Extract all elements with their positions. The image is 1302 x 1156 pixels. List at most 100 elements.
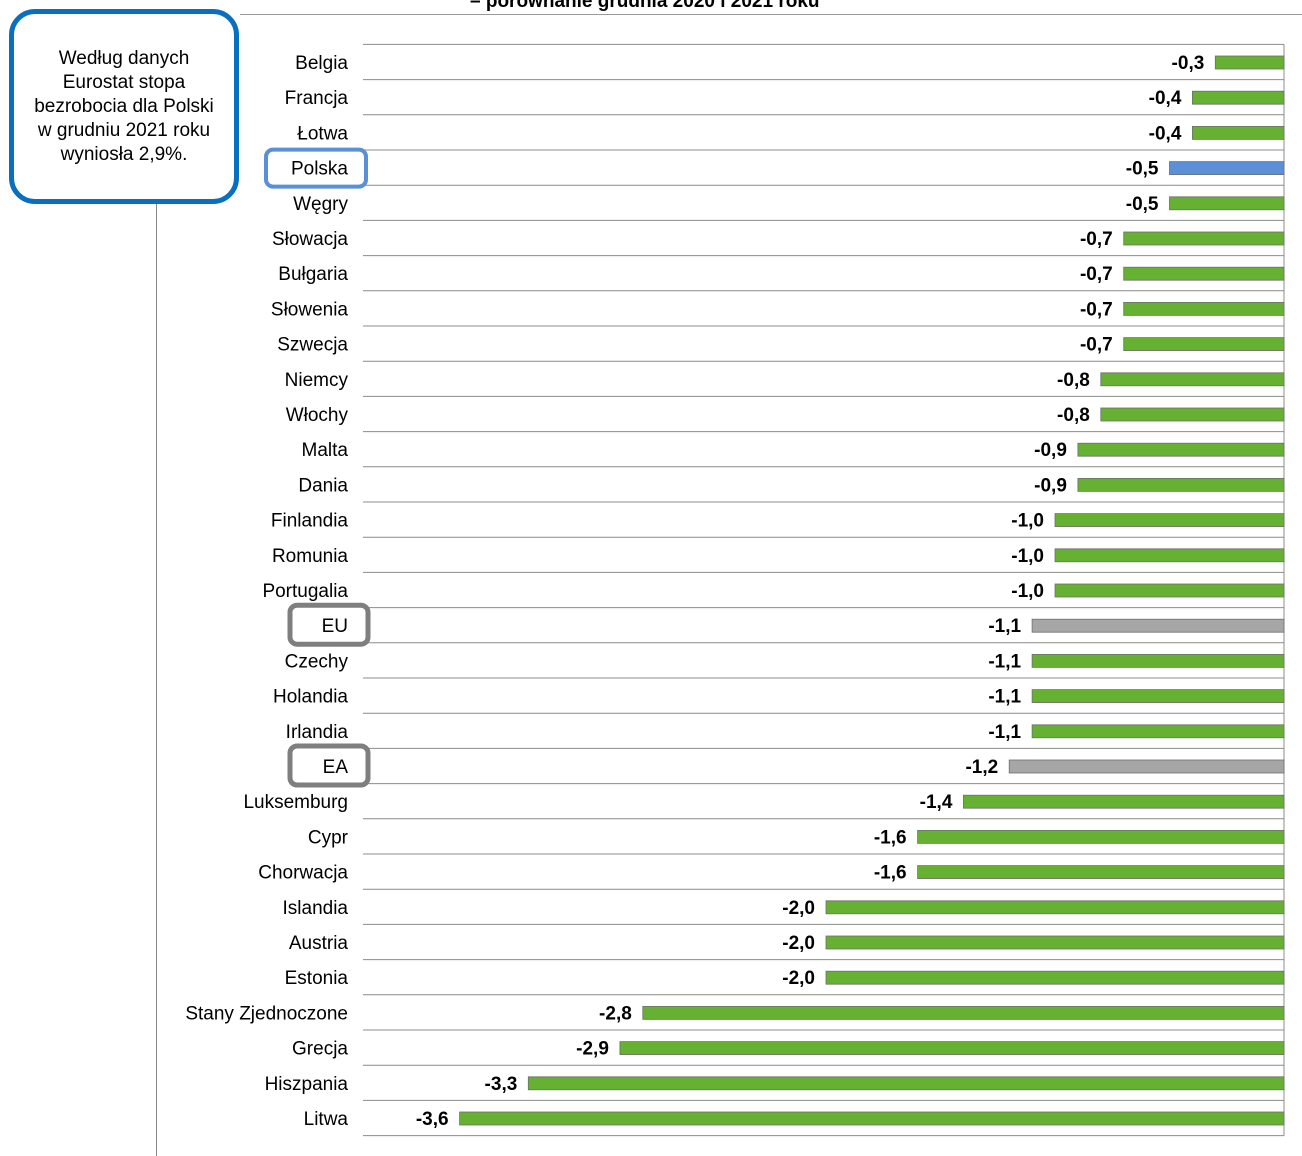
category-label-włochy: Włochy (286, 405, 349, 426)
bar-estonia (825, 970, 1285, 985)
bar-francja (1192, 90, 1285, 105)
category-label-romunia: Romunia (272, 546, 348, 567)
aggregate-frame-eu (287, 602, 371, 647)
category-label-łotwa: Łotwa (297, 123, 348, 144)
value-label-grecja: -2,9 (576, 1039, 609, 1060)
category-label-eu: EU (322, 616, 348, 637)
category-label-holandia: Holandia (273, 687, 348, 708)
category-label-luksemburg: Luksemburg (243, 792, 348, 813)
category-label-islandia: Islandia (283, 898, 349, 919)
bar-luksemburg (963, 794, 1285, 809)
bar-finlandia (1054, 513, 1285, 527)
bars (459, 55, 1285, 1126)
value-label-czechy: -1,1 (988, 651, 1021, 672)
bar-bułgaria (1123, 266, 1285, 281)
aggregate-frame-ea (287, 743, 371, 788)
bar-słowenia (1123, 301, 1285, 316)
bar-hiszpania (527, 1076, 1285, 1091)
gridlines (363, 43, 1285, 1137)
category-label-polska: Polska (291, 159, 348, 180)
value-label-słowacja: -0,7 (1080, 229, 1113, 250)
value-label-ea: -1,2 (965, 757, 998, 778)
bar-węgry (1169, 196, 1285, 211)
bar-eu (1031, 618, 1285, 633)
value-label-belgia: -0,3 (1172, 53, 1205, 74)
note-callout: Według danych Eurostat stopa bezrobocia … (9, 9, 239, 204)
value-label-portugalia: -1,0 (1011, 581, 1044, 602)
bar-islandia (825, 900, 1285, 915)
category-label-słowenia: Słowenia (271, 299, 349, 320)
value-label-holandia: -1,1 (988, 687, 1021, 708)
bar-romunia (1054, 548, 1285, 563)
note-text: Według danych Eurostat stopa bezrobocia … (34, 47, 214, 165)
left-divider (156, 200, 157, 1156)
bar-ea (1008, 759, 1285, 774)
bar-belgia (1214, 55, 1285, 70)
category-label-czechy: Czechy (285, 651, 349, 672)
bar-słowacja (1123, 231, 1285, 246)
category-label-austria: Austria (289, 933, 349, 954)
bar-czechy (1031, 654, 1285, 668)
highlight-frame-polska (264, 147, 368, 189)
value-label-irlandia: -1,1 (988, 722, 1021, 743)
value-label-węgry: -0,5 (1126, 194, 1159, 215)
category-label-finlandia: Finlandia (271, 511, 349, 532)
category-label-bułgaria: Bułgaria (278, 264, 348, 285)
value-label-cypr: -1,6 (874, 827, 907, 848)
bar-dania (1077, 477, 1285, 492)
category-label-stany-zjednoczone: Stany Zjednoczone (185, 1003, 348, 1024)
value-label-łotwa: -0,4 (1149, 123, 1182, 144)
category-label-litwa: Litwa (304, 1109, 349, 1130)
value-label-francja: -0,4 (1149, 88, 1182, 109)
bar-chorwacja (917, 865, 1285, 879)
value-label-romunia: -1,0 (1011, 546, 1044, 567)
value-label-słowenia: -0,7 (1080, 299, 1113, 320)
category-label-belgia: Belgia (295, 53, 348, 74)
value-label-chorwacja: -1,6 (874, 863, 907, 884)
category-label-francja: Francja (285, 88, 349, 109)
category-label-irlandia: Irlandia (286, 722, 349, 743)
value-label-eu: -1,1 (988, 616, 1021, 637)
value-label-hiszpania: -3,3 (485, 1074, 518, 1095)
bar-łotwa (1192, 126, 1285, 140)
category-label-grecja: Grecja (292, 1039, 348, 1060)
bar-niemcy (1100, 372, 1285, 387)
bar-malta (1077, 442, 1285, 457)
value-label-niemcy: -0,8 (1057, 370, 1090, 391)
category-label-dania: Dania (298, 475, 348, 496)
value-label-polska: -0,5 (1126, 159, 1159, 180)
category-label-estonia: Estonia (285, 968, 349, 989)
bar-cypr (917, 830, 1285, 844)
bar-grecja (619, 1041, 1285, 1055)
bar-holandia (1031, 689, 1285, 703)
category-label-niemcy: Niemcy (285, 370, 349, 391)
bar-austria (825, 935, 1285, 950)
value-label-austria: -2,0 (782, 933, 815, 954)
category-label-hiszpania: Hiszpania (265, 1074, 349, 1095)
category-label-chorwacja: Chorwacja (258, 863, 348, 884)
category-label-ea: EA (323, 757, 349, 778)
labels: -0,3 Belgia -0,4 Francja -0,4 Łotwa -0,5 Polska… (185, 53, 1204, 1130)
bar-włochy (1100, 407, 1285, 422)
category-label-portugalia: Portugalia (262, 581, 348, 602)
value-label-szwecja: -0,7 (1080, 335, 1113, 356)
value-label-włochy: -0,8 (1057, 405, 1090, 426)
value-label-estonia: -2,0 (782, 968, 815, 989)
bar-szwecja (1123, 337, 1285, 352)
category-label-cypr: Cypr (308, 827, 349, 848)
value-label-bułgaria: -0,7 (1080, 264, 1113, 285)
highlight-frames (264, 147, 371, 788)
value-label-islandia: -2,0 (782, 898, 815, 919)
bar-polska (1169, 161, 1285, 176)
value-label-dania: -0,9 (1034, 475, 1067, 496)
value-label-finlandia: -1,0 (1011, 511, 1044, 532)
bar-irlandia (1031, 724, 1285, 739)
bar-litwa (459, 1111, 1285, 1126)
category-label-słowacja: Słowacja (272, 229, 348, 250)
value-label-litwa: -3,6 (416, 1109, 449, 1130)
category-label-szwecja: Szwecja (277, 335, 348, 356)
title-rule (240, 14, 1302, 15)
category-label-malta: Malta (302, 440, 349, 461)
chart-title: – porównanie grudnia 2020 i 2021 roku (470, 0, 820, 12)
